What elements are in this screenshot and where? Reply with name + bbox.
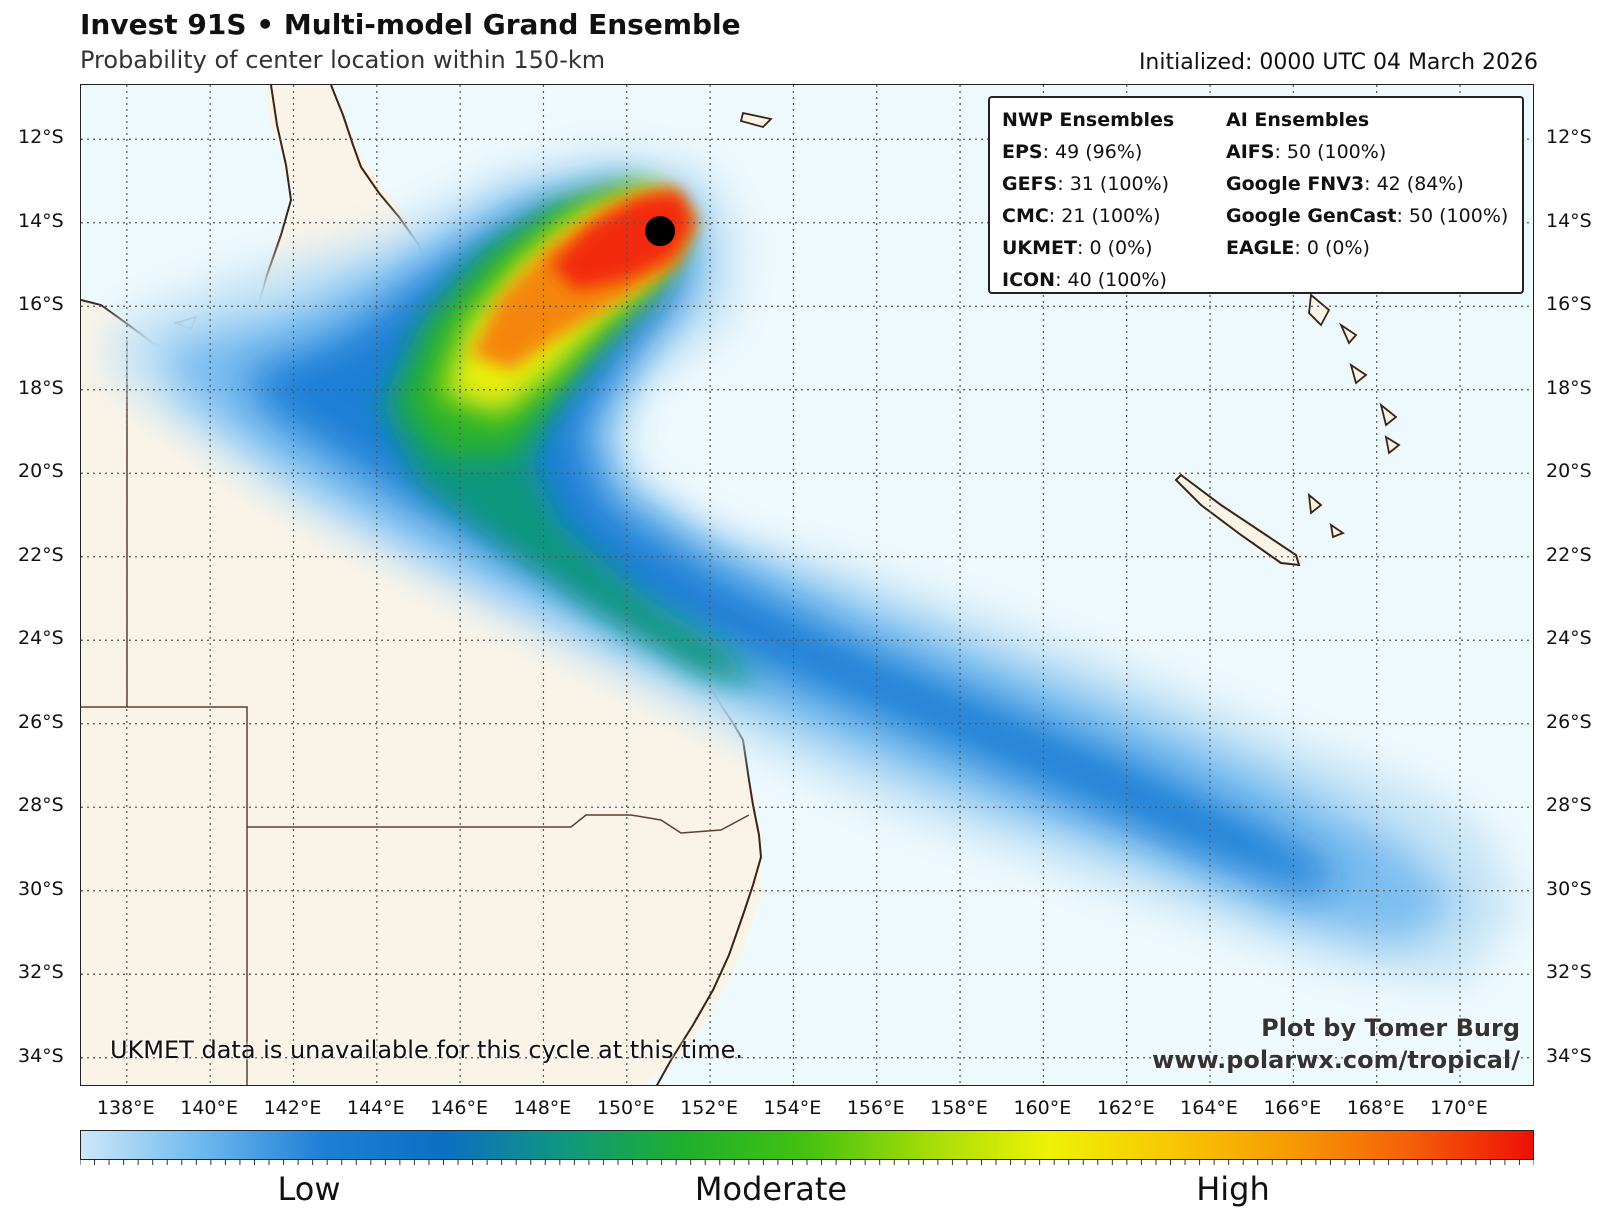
lat-label-right: 26°S (1546, 710, 1592, 733)
legend-row: Google GenCast: 50 (100%) (1226, 200, 1508, 232)
legend-model-count: : 42 (84%) (1364, 173, 1464, 195)
lat-label-right: 22°S (1546, 543, 1592, 566)
lon-label: 160°E (1013, 1097, 1072, 1119)
nwp-rows: EPS: 49 (96%) GEFS: 31 (100%) CMC: 21 (100… (1002, 136, 1174, 296)
legend-model-name: ICON (1002, 269, 1056, 291)
ensemble-legend: NWP Ensembles EPS: 49 (96%) GEFS: 31 (100… (988, 96, 1524, 294)
legend-model-count: : 50 (100%) (1274, 141, 1387, 163)
lat-label-right: 34°S (1546, 1044, 1592, 1067)
lat-label-right: 14°S (1546, 209, 1592, 232)
gridlines (81, 85, 1533, 1085)
legend-model-name: Google GenCast (1226, 205, 1397, 227)
ai-rows: AIFS: 50 (100%) Google FNV3: 42 (84%) Goog… (1226, 136, 1508, 264)
colorbar-label-moderate: Moderate (694, 1170, 848, 1208)
nwp-column: NWP Ensembles EPS: 49 (96%) GEFS: 31 (100… (1002, 104, 1174, 296)
lat-label-left: 26°S (18, 710, 64, 733)
legend-row: CMC: 21 (100%) (1002, 200, 1174, 232)
legend-model-name: Google FNV3 (1226, 173, 1365, 195)
lat-label-right: 20°S (1546, 460, 1592, 483)
legend-row: EAGLE: 0 (0%) (1226, 232, 1508, 264)
chart-subtitle: Probability of center location within 15… (80, 46, 606, 74)
lat-label-right: 28°S (1546, 794, 1592, 817)
lon-label: 156°E (846, 1097, 905, 1119)
ai-column: AI Ensembles AIFS: 50 (100%) Google FNV3:… (1226, 104, 1508, 264)
legend-model-name: AIFS (1226, 141, 1275, 163)
lat-label-left: 14°S (18, 209, 64, 232)
probability-swath (111, 155, 1521, 985)
lat-label-left: 18°S (18, 376, 64, 399)
colorbar (80, 1130, 1534, 1160)
legend-model-name: CMC (1002, 205, 1049, 227)
colorbar-label-high: High (1196, 1170, 1270, 1208)
map-canvas (81, 85, 1533, 1085)
legend-model-count: : 0 (0%) (1294, 237, 1370, 259)
colorbar-ticks (80, 1160, 1534, 1165)
legend-row: GEFS: 31 (100%) (1002, 168, 1174, 200)
legend-row: EPS: 49 (96%) (1002, 136, 1174, 168)
lat-label-left: 12°S (18, 126, 64, 149)
legend-model-count: : 49 (96%) (1042, 141, 1143, 163)
lon-label: 150°E (596, 1097, 655, 1119)
legend-model-count: : 31 (100%) (1057, 173, 1170, 195)
lat-label-left: 20°S (18, 460, 64, 483)
nwp-header: NWP Ensembles (1002, 109, 1175, 131)
credit-url: www.polarwx.com/tropical/ (1152, 1046, 1520, 1074)
lat-label-right: 24°S (1546, 627, 1592, 650)
legend-model-count: : 21 (100%) (1048, 205, 1161, 227)
legend-model-count: : 40 (100%) (1055, 269, 1167, 291)
legend-model-name: EAGLE (1226, 237, 1295, 259)
legend-row: AIFS: 50 (100%) (1226, 136, 1508, 168)
ukmet-note: UKMET data is unavailable for this cycle… (110, 1036, 744, 1064)
legend-model-count: : 0 (0%) (1077, 237, 1153, 259)
lon-label: 168°E (1346, 1097, 1405, 1119)
lon-label: 148°E (513, 1097, 572, 1119)
lat-label-left: 16°S (18, 293, 64, 316)
lon-label: 162°E (1096, 1097, 1155, 1119)
legend-row: Google FNV3: 42 (84%) (1226, 168, 1508, 200)
lat-label-left: 28°S (18, 794, 64, 817)
colorbar-label-low: Low (277, 1170, 341, 1208)
lat-label-right: 18°S (1546, 376, 1592, 399)
lon-label: 158°E (930, 1097, 988, 1119)
credit-author: Plot by Tomer Burg (1261, 1014, 1520, 1042)
lon-label: 152°E (680, 1097, 738, 1119)
lat-label-left: 32°S (18, 961, 64, 984)
lon-label: 142°E (263, 1097, 322, 1119)
legend-row: ICON: 40 (100%) (1002, 264, 1174, 296)
lat-label-left: 24°S (18, 627, 64, 650)
legend-model-name: GEFS (1002, 173, 1058, 195)
lon-label: 154°E (763, 1097, 822, 1119)
lon-label: 140°E (180, 1097, 239, 1119)
lon-label: 138°E (96, 1097, 155, 1119)
lat-label-left: 34°S (18, 1044, 64, 1067)
legend-row: UKMET: 0 (0%) (1002, 232, 1174, 264)
legend-model-name: UKMET (1002, 237, 1077, 259)
lon-label: 144°E (346, 1097, 405, 1119)
legend-model-name: EPS (1002, 141, 1043, 163)
chart-title: Invest 91S • Multi-model Grand Ensemble (80, 8, 741, 41)
lon-label: 164°E (1180, 1097, 1238, 1119)
ai-header: AI Ensembles (1226, 109, 1370, 131)
init-time: Initialized: 0000 UTC 04 March 2026 (1138, 50, 1538, 75)
legend-model-count: : 50 (100%) (1396, 205, 1509, 227)
lat-label-left: 30°S (18, 877, 64, 900)
lon-label: 170°E (1430, 1097, 1488, 1119)
lat-label-right: 12°S (1546, 126, 1592, 149)
lat-label-right: 16°S (1546, 293, 1592, 316)
lat-label-right: 32°S (1546, 961, 1592, 984)
lon-label: 146°E (430, 1097, 488, 1119)
lat-label-right: 30°S (1546, 877, 1592, 900)
new-caledonia (1174, 473, 1301, 567)
lon-label: 166°E (1263, 1097, 1322, 1119)
lat-label-left: 22°S (18, 543, 64, 566)
storm-center-marker (645, 216, 676, 247)
